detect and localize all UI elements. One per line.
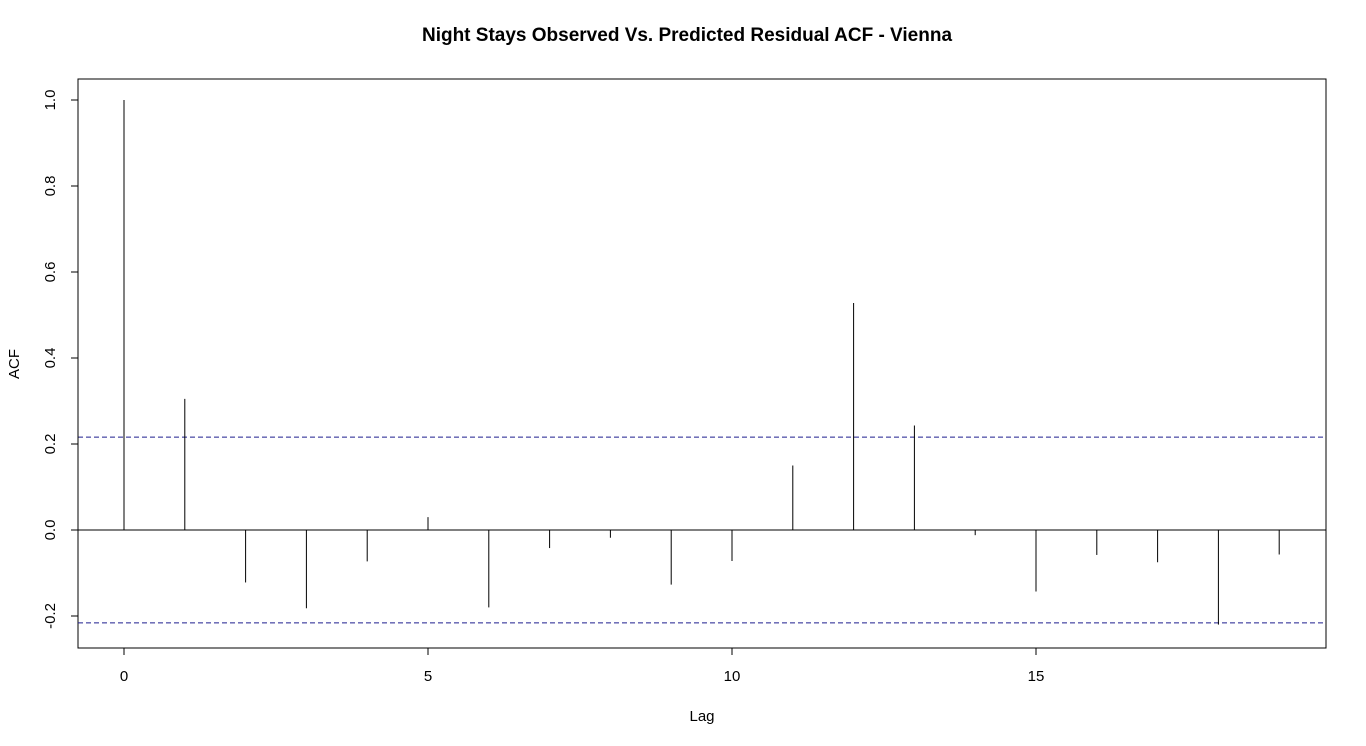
plot-area: 0 5 10 15 -0.2 0.0 0.2 0.4 0.6 0.8 1.0 <box>42 78 1327 685</box>
y-tick-label: 0.6 <box>42 262 59 283</box>
y-tick-label: 0.8 <box>42 176 59 197</box>
y-tick-label: 0.2 <box>42 434 59 455</box>
chart-title: Night Stays Observed Vs. Predicted Resid… <box>422 25 952 46</box>
y-tick-label: -0.2 <box>42 603 59 629</box>
x-axis-label: Lag <box>689 708 714 725</box>
x-tick-label: 10 <box>724 668 741 685</box>
y-tick-label: 0.0 <box>42 520 59 541</box>
plot-frame <box>77 78 1327 649</box>
x-tick-label: 0 <box>120 668 128 685</box>
y-axis-label: ACF <box>6 349 23 379</box>
x-tick-label: 5 <box>424 668 432 685</box>
y-tick-label: 0.4 <box>42 348 59 369</box>
y-tick-label: 1.0 <box>42 90 59 111</box>
x-tick-label: 15 <box>1028 668 1045 685</box>
